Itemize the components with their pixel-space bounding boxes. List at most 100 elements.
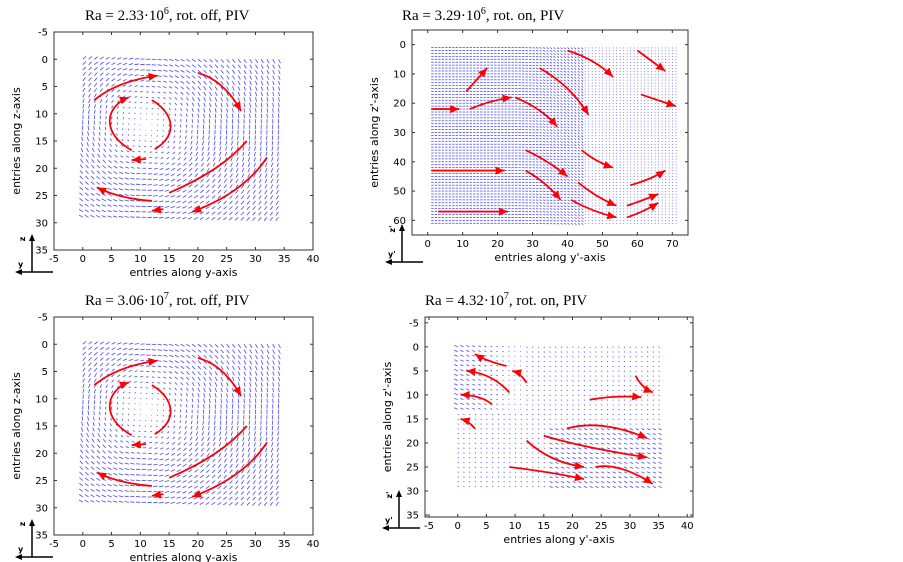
quiver-arrow — [81, 131, 84, 136]
quiver-arrow — [609, 108, 611, 110]
quiver-arrow — [158, 216, 164, 219]
quiver-arrow — [609, 105, 611, 108]
quiver-arrow — [553, 129, 556, 132]
quiver-arrow — [595, 143, 597, 146]
quiver-arrow — [595, 76, 597, 78]
quiver-arrow — [553, 143, 556, 146]
quiver-arrow — [567, 108, 570, 111]
x-tick-label: 25 — [220, 254, 233, 265]
quiver-arrow — [556, 187, 560, 190]
quiver-arrow — [249, 75, 252, 80]
quiver-arrow — [567, 202, 570, 205]
quiver-arrow — [157, 64, 162, 66]
quiver-arrow — [223, 184, 227, 189]
quiver-arrow — [623, 105, 625, 108]
quiver-arrow — [242, 157, 245, 162]
quiver-arrow — [591, 129, 593, 131]
quiver-arrow — [612, 61, 614, 64]
quiver-arrow — [128, 57, 134, 60]
quiver-arrow — [588, 64, 590, 67]
quiver-arrow — [117, 57, 122, 60]
quiver-arrow — [234, 217, 239, 221]
quiver-arrow — [153, 189, 158, 192]
quiver-arrow — [101, 204, 106, 207]
quiver-arrow — [616, 79, 618, 81]
quiver-arrow — [535, 79, 539, 81]
quiver-arrow — [570, 193, 574, 196]
quiver-arrow — [130, 177, 135, 180]
quiver-arrow — [640, 79, 642, 81]
quiver-arrow — [567, 214, 570, 216]
quiver-arrow — [109, 143, 112, 147]
quiver-arrow — [612, 141, 614, 143]
quiver-arrow — [241, 162, 245, 167]
quiver-arrow — [542, 161, 546, 163]
quiver-arrow — [156, 135, 158, 137]
quiver-arrow — [630, 47, 632, 49]
x-tick-label: 40 — [307, 254, 320, 265]
quiver-arrow — [598, 132, 600, 134]
quiver-arrow — [546, 158, 549, 160]
quiver-arrow — [560, 56, 563, 58]
quiver-arrow — [556, 61, 560, 64]
quiver-arrow — [581, 82, 584, 85]
quiver-arrow — [176, 184, 181, 188]
quiver-arrow — [644, 53, 646, 55]
quiver-arrow — [258, 217, 262, 221]
quiver-arrow — [206, 162, 210, 167]
quiver-arrow — [218, 157, 222, 162]
quiver-arrow — [570, 196, 574, 199]
quiver-arrow — [553, 152, 556, 155]
quiver-arrow — [633, 56, 635, 58]
quiver-arrow — [133, 139, 135, 142]
quiver-arrow — [584, 94, 586, 96]
quiver-arrow — [260, 97, 263, 102]
quiver-arrow — [567, 67, 570, 70]
quiver-arrow — [574, 220, 577, 222]
quiver-arrow — [546, 126, 549, 128]
quiver-arrow — [637, 61, 639, 64]
quiver-arrow — [553, 155, 556, 158]
quiver-arrow — [249, 102, 252, 108]
quiver-arrow — [581, 217, 584, 220]
quiver-arrow — [605, 82, 607, 84]
quiver-arrow — [560, 181, 563, 184]
quiver-arrow — [122, 106, 125, 109]
quiver-arrow — [644, 97, 646, 99]
quiver-arrow — [549, 190, 553, 193]
quiver-arrow — [132, 150, 135, 153]
quiver-arrow — [574, 181, 577, 184]
quiver-arrow — [577, 173, 581, 176]
quiver-arrow — [567, 132, 570, 135]
quiver-arrow — [170, 184, 176, 187]
quiver-arrow — [637, 73, 639, 75]
quiver-arrow — [633, 59, 635, 61]
quiver-arrow — [647, 102, 649, 105]
quiver-arrow — [263, 217, 268, 221]
quiver-arrow — [97, 148, 101, 153]
quiver-arrow — [560, 155, 563, 158]
quiver-arrow — [223, 178, 227, 183]
quiver-arrow — [235, 184, 239, 189]
quiver-arrow — [535, 91, 539, 93]
quiver-arrow — [598, 141, 600, 143]
quiver-arrow — [270, 200, 274, 205]
quiver-arrow — [166, 157, 170, 160]
quiver-arrow — [546, 67, 549, 70]
quiver-arrow — [633, 102, 635, 105]
quiver-arrow — [128, 95, 132, 98]
quiver-arrow — [259, 168, 262, 173]
quiver-arrow — [194, 200, 199, 204]
quiver-arrow — [560, 202, 563, 205]
quiver-arrow — [598, 100, 600, 102]
quiver-arrow — [637, 108, 639, 110]
quiver-arrow — [619, 100, 621, 102]
quiver-arrow — [637, 94, 639, 96]
quiver-arrow — [602, 70, 604, 72]
quiver-arrow — [630, 143, 632, 146]
quiver-arrow — [633, 129, 635, 131]
quiver-arrow — [214, 135, 216, 140]
quiver-arrow — [626, 111, 628, 113]
quiver-arrow — [591, 108, 593, 110]
